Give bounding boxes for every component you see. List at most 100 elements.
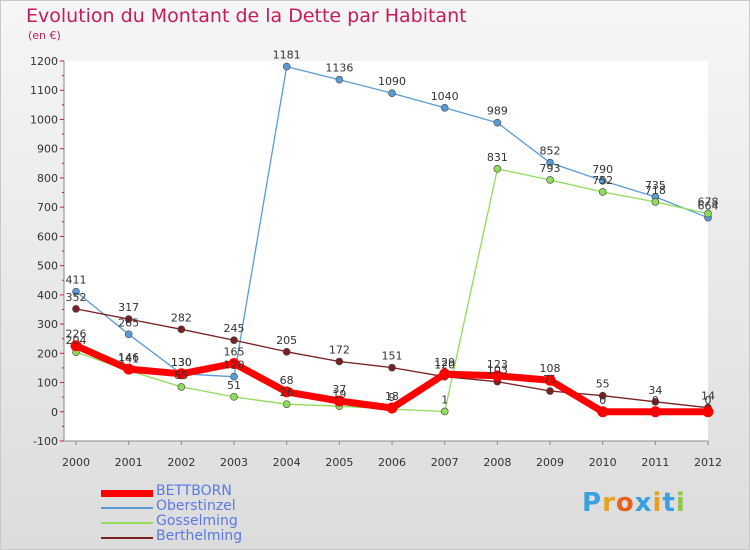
data-label: 85: [174, 369, 188, 382]
data-point: [439, 368, 451, 380]
data-label: 165: [224, 346, 245, 359]
data-label: 831: [487, 151, 508, 164]
data-label: 226: [66, 328, 87, 341]
data-label: 204: [66, 334, 87, 347]
y-tick-label: 300: [37, 318, 58, 331]
data-label: 0: [599, 394, 606, 407]
legend-label: Berthelming: [156, 528, 243, 544]
data-point: [493, 118, 502, 127]
data-point: [491, 370, 503, 382]
y-tick-label: 1200: [30, 55, 58, 68]
chart-title: Evolution du Montant de la Dette par Hab…: [26, 5, 467, 27]
data-label: 108: [540, 362, 561, 375]
data-point: [177, 325, 186, 334]
x-tick-label: 2007: [431, 456, 459, 469]
data-label: 752: [592, 174, 613, 187]
legend-label: BETTBORN: [156, 483, 232, 499]
data-point: [702, 406, 714, 418]
data-label: 718: [645, 184, 666, 197]
data-label: 103: [487, 364, 508, 377]
y-tick-label: 200: [37, 347, 58, 360]
legend-swatch: [101, 507, 153, 509]
y-tick-label: 100: [37, 377, 58, 390]
data-point: [228, 358, 240, 370]
data-label: 793: [540, 162, 561, 175]
data-label: 678: [698, 196, 719, 209]
data-label: 245: [224, 322, 245, 335]
data-label: 130: [171, 356, 192, 369]
data-point: [388, 363, 396, 372]
data-label: 51: [227, 379, 241, 392]
data-point: [282, 400, 291, 408]
data-label: 0: [705, 394, 712, 407]
data-point: [546, 176, 554, 184]
data-point: [649, 406, 661, 418]
data-point: [123, 363, 135, 375]
data-label: 34: [648, 384, 662, 397]
data-point: [124, 315, 133, 323]
data-point: [335, 75, 344, 84]
data-label: 19: [332, 388, 346, 401]
data-label: 735: [645, 179, 666, 192]
logo-letter: o: [615, 488, 635, 518]
logo-letter: t: [662, 488, 676, 518]
data-point: [335, 357, 344, 366]
y-tick-label: 400: [37, 289, 58, 302]
data-label: 71: [543, 373, 557, 386]
x-tick-label: 2010: [589, 456, 617, 469]
data-label: 146: [118, 351, 139, 364]
data-label: 411: [66, 274, 87, 287]
data-label: 9: [389, 391, 396, 404]
legend-swatch: [101, 537, 153, 539]
data-point: [177, 383, 186, 391]
data-label: 129: [434, 356, 455, 369]
legend-label: Oberstinzel: [156, 498, 236, 514]
y-tick-label: 900: [37, 143, 58, 156]
data-point: [72, 305, 80, 313]
data-label: 265: [118, 316, 139, 329]
data-label: 989: [487, 105, 508, 118]
x-tick-label: 2004: [273, 456, 301, 469]
data-point: [230, 393, 238, 401]
data-point: [440, 103, 449, 112]
logo-letter: P: [582, 488, 603, 518]
data-point: [282, 348, 291, 356]
data-label: 14: [701, 390, 715, 403]
data-point: [546, 387, 554, 395]
data-point: [72, 287, 80, 296]
x-tick-label: 2000: [62, 456, 90, 469]
data-point: [651, 198, 660, 206]
x-tick-label: 2009: [536, 456, 564, 469]
x-tick-label: 2006: [378, 456, 406, 469]
plot-area: [64, 61, 708, 441]
data-point: [333, 395, 345, 407]
data-label: 1: [441, 393, 448, 406]
data-label: 68: [280, 374, 294, 387]
data-point: [440, 407, 449, 416]
data-point: [175, 368, 187, 380]
data-point: [281, 386, 293, 398]
data-point: [388, 89, 396, 97]
data-point: [70, 340, 82, 352]
data-label: 120: [224, 359, 245, 372]
y-tick-label: 600: [37, 230, 58, 243]
data-point: [651, 398, 660, 406]
y-tick-label: 0: [51, 406, 58, 419]
data-point: [230, 336, 238, 344]
y-tick-label: 1000: [30, 113, 58, 126]
data-label: 123: [487, 358, 508, 371]
x-tick-label: 2003: [220, 456, 248, 469]
data-point: [544, 374, 556, 386]
x-tick-label: 2012: [694, 456, 722, 469]
x-tick-label: 2011: [641, 456, 669, 469]
data-label: 790: [592, 163, 613, 176]
data-label: 55: [596, 378, 610, 391]
data-point: [124, 330, 133, 339]
data-label: 26: [280, 386, 294, 399]
data-label: 130: [171, 356, 192, 369]
data-label: 664: [698, 200, 719, 213]
y-tick-label: 700: [37, 201, 58, 214]
y-tick-label: 800: [37, 172, 58, 185]
